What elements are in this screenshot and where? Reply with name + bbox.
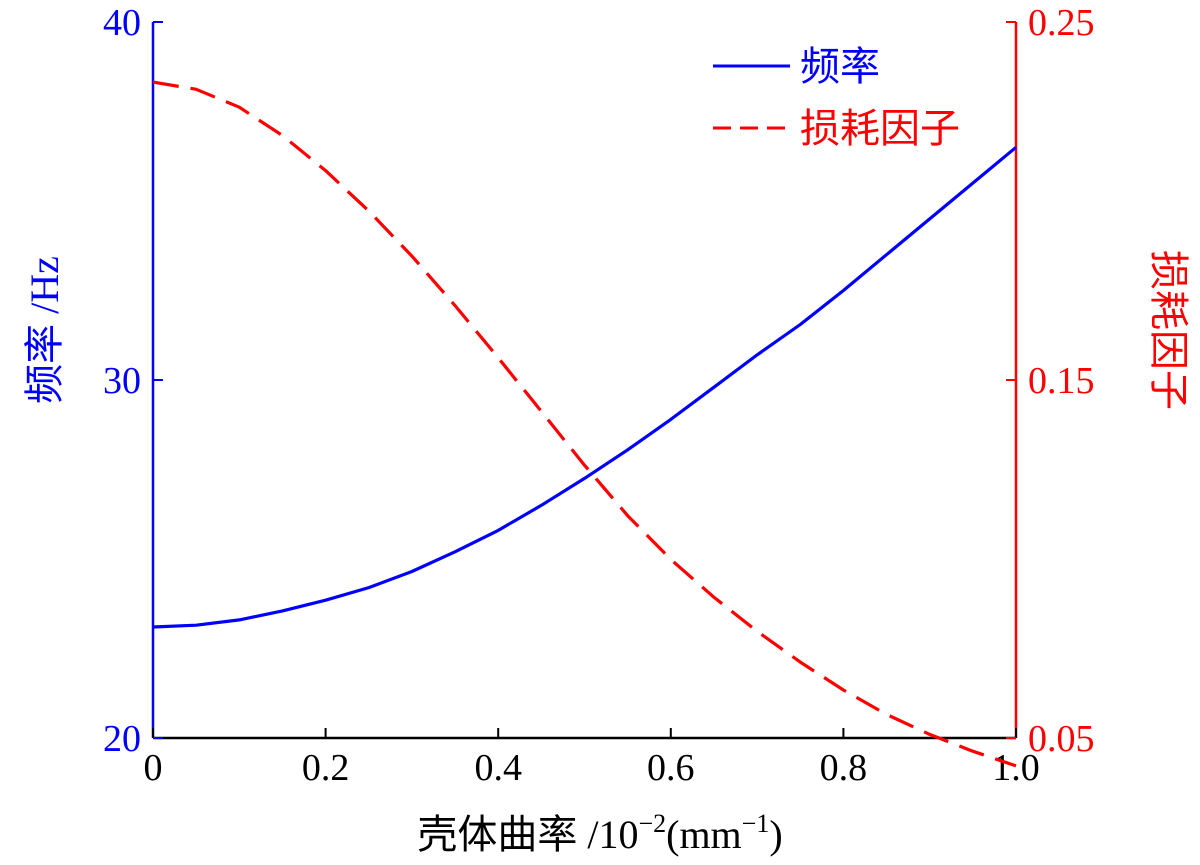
x-tick-label: 1.0 [992, 747, 1040, 789]
series-layer [152, 80, 1018, 768]
x-axis-title-exp: −2 [638, 809, 666, 838]
x-tick-label: 0 [144, 747, 163, 789]
x-tick-label: 0.4 [474, 747, 522, 789]
left-y-tick-label: 40 [103, 2, 141, 44]
x-axis-title-unit-open: (mm [666, 812, 742, 857]
left-y-tick-label: 20 [103, 718, 141, 760]
left-y-tick-label: 30 [103, 360, 141, 402]
right-y-tick-label: 0.05 [1028, 718, 1095, 760]
right-y-axis-title: 损耗因子 [1146, 250, 1191, 410]
left-y-axis-title: 频率 /Hz [22, 256, 67, 404]
frequency-series-line [152, 146, 1018, 629]
x-tick-label: 0.6 [647, 747, 695, 789]
legend-label-frequency: 频率 [800, 44, 880, 89]
legend-label-loss-factor: 损耗因子 [800, 106, 960, 151]
left-y-axis-ticks: 20 30 40 [103, 2, 163, 760]
right-y-tick-label: 0.25 [1028, 2, 1095, 44]
x-axis-title-unit-exp: −1 [742, 809, 770, 838]
x-axis-ticks: 0 0.2 0.4 0.6 0.8 1.0 [144, 728, 1040, 789]
x-axis-title: 壳体曲率 /10−2(mm−1) [417, 809, 782, 857]
x-tick-label: 0.8 [820, 747, 868, 789]
x-axis-title-unit-close: ) [769, 812, 782, 857]
x-tick-label: 0.2 [302, 747, 350, 789]
legend: 频率 损耗因子 [713, 44, 960, 151]
right-y-tick-label: 0.15 [1028, 360, 1095, 402]
x-axis-title-main: 壳体曲率 /10 [417, 812, 638, 857]
loss-factor-series-line [152, 80, 1017, 768]
right-y-axis-ticks: 0.05 0.15 0.25 [1006, 2, 1095, 760]
